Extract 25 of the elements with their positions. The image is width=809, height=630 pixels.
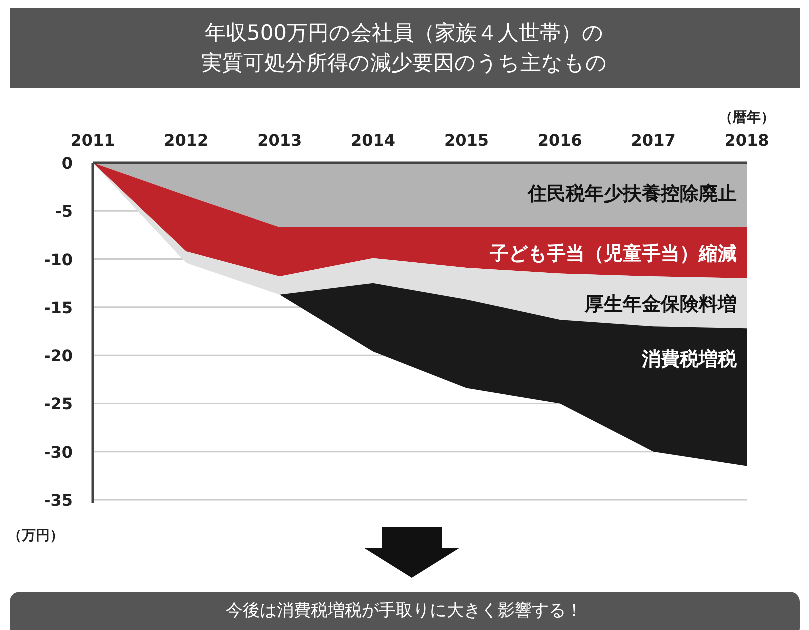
x-tick-label: 2014 — [351, 131, 396, 150]
y-tick-label: -5 — [55, 202, 73, 222]
x-tick-label: 2013 — [258, 131, 302, 150]
y-tick-label: -15 — [44, 298, 73, 318]
x-tick-label: 2011 — [70, 131, 116, 150]
y-tick-label: 0 — [62, 154, 73, 173]
chart-subtitle: 実質可処分所得の減少要因のうち主なもの — [202, 51, 608, 75]
series-label: 子ども手当（児童手当）縮減 — [489, 243, 737, 266]
series-label: 厚生年金保険料増 — [584, 294, 737, 316]
y-tick-label: -30 — [44, 442, 73, 462]
y-tick-label: -25 — [44, 394, 73, 414]
text: 今後は消費税増税が手取りに大きく影響する！ — [226, 601, 583, 621]
chart-title: 年収500万円の会社員（家族４人世帯）の — [204, 21, 604, 45]
y-tick-label: -20 — [44, 346, 73, 366]
y-tick-label: -10 — [44, 250, 73, 270]
x-tick-label: 2017 — [631, 131, 676, 150]
x-axis-title: （暦年） — [719, 110, 775, 126]
x-tick-label: 2012 — [164, 131, 209, 150]
x-tick-label: 2015 — [444, 131, 489, 150]
series-label: 消費税増税 — [641, 348, 738, 371]
x-tick-label: 2016 — [538, 131, 582, 150]
x-tick-label: 2018 — [724, 131, 770, 150]
series-label: 住民税年少扶養控除廃止 — [527, 183, 737, 205]
y-tick-label: -35 — [44, 491, 73, 510]
y-axis-title: （万円） — [8, 528, 64, 544]
